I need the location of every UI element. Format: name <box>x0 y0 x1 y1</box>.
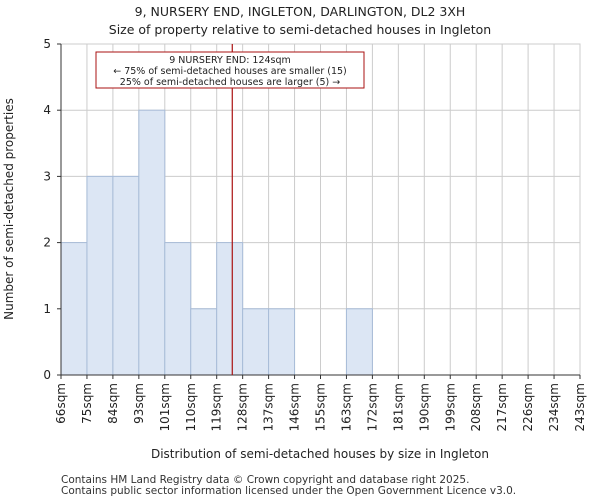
x-tick-label: 234sqm <box>547 383 561 431</box>
x-tick-label: 110sqm <box>184 383 198 431</box>
histogram-bar <box>190 308 218 376</box>
histogram-bar <box>86 175 114 376</box>
histogram-bar <box>242 308 270 376</box>
y-tick-label: 5 <box>43 37 51 51</box>
y-tick-label: 1 <box>43 302 51 316</box>
histogram-bar <box>112 175 140 376</box>
chart-title: Size of property relative to semi-detach… <box>108 22 492 37</box>
x-tick-label: 75sqm <box>80 383 94 424</box>
x-tick-label: 172sqm <box>365 383 379 431</box>
histogram-bar <box>60 242 88 376</box>
x-tick-label: 119sqm <box>210 383 224 431</box>
chart-title-address: 9, NURSERY END, INGLETON, DARLINGTON, DL… <box>134 4 466 19</box>
x-tick-label: 243sqm <box>573 383 587 431</box>
annotation-larger: 25% of semi-detached houses are larger (… <box>120 77 340 88</box>
y-axis-label: Number of semi-detached properties <box>2 98 16 320</box>
x-tick-label: 146sqm <box>288 383 302 431</box>
y-tick-label: 0 <box>43 368 51 382</box>
y-tick-label: 3 <box>43 169 51 183</box>
x-tick-label: 84sqm <box>106 383 120 424</box>
histogram-bar <box>345 308 373 376</box>
y-tick-label: 2 <box>43 236 51 250</box>
x-tick-label: 137sqm <box>262 383 276 431</box>
x-tick-label: 101sqm <box>158 383 172 431</box>
y-tick-label: 4 <box>43 103 51 117</box>
histogram-bar <box>164 242 192 376</box>
x-tick-label: 66sqm <box>54 383 68 424</box>
footer-licence: Contains public sector information licen… <box>61 485 517 497</box>
x-tick-label: 226sqm <box>521 383 535 431</box>
histogram-bar <box>268 308 296 376</box>
x-tick-label: 199sqm <box>443 383 457 431</box>
x-tick-label: 181sqm <box>391 383 405 431</box>
histogram-bar <box>138 109 166 376</box>
x-tick-label: 163sqm <box>339 383 353 431</box>
annotation-border <box>95 51 365 89</box>
x-tick-label: 155sqm <box>314 383 328 431</box>
x-tick-label: 93sqm <box>132 383 146 424</box>
annotation-title: 9 NURSERY END: 124sqm <box>169 55 291 66</box>
annotation-box: 9 NURSERY END: 124sqm ← 75% of semi-deta… <box>95 51 365 89</box>
x-axis-label: Distribution of semi-detached houses by … <box>151 447 489 461</box>
histogram-bar <box>216 242 244 376</box>
x-tick-label: 208sqm <box>469 383 483 431</box>
histogram-bars <box>60 109 373 376</box>
footer-copyright: Contains HM Land Registry data © Crown c… <box>61 474 470 486</box>
axes: 0 1 2 3 4 5 66sqm 75sqm 84sqm 93sqm 101sqm 110sqm 11… <box>43 37 587 431</box>
annotation-smaller: ← 75% of semi-detached houses are smalle… <box>113 66 347 77</box>
x-tick-label: 190sqm <box>417 383 431 431</box>
x-tick-label: 128sqm <box>236 383 250 431</box>
x-tick-label: 217sqm <box>495 383 509 431</box>
